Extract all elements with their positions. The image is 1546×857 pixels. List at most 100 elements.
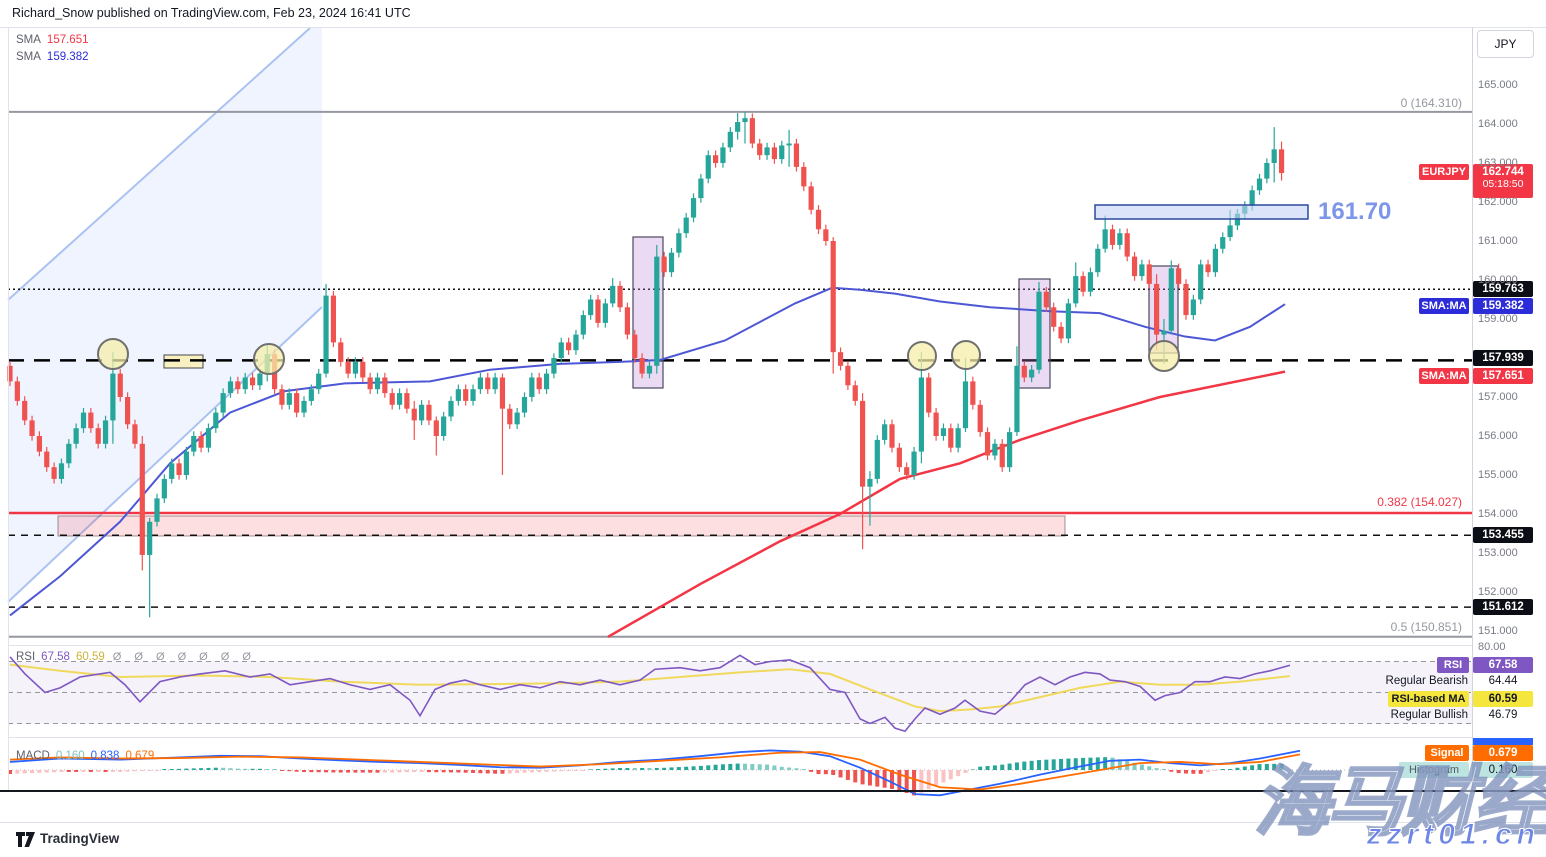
candle-body: [867, 478, 873, 487]
sma-blue-legend[interactable]: SMA 159.382: [16, 51, 89, 63]
tradingview-logo-icon[interactable]: [16, 832, 36, 847]
candle-body: [1124, 233, 1130, 257]
macd-legend[interactable]: MACD 0.160 0.838 0.679: [16, 750, 154, 762]
candle-body: [338, 342, 344, 362]
watermark-chinese: 海马财经: [1253, 759, 1546, 847]
macd-histogram-bar: [904, 770, 909, 794]
macd-legend-name: MACD: [16, 750, 50, 762]
macd-histogram-bar: [1044, 759, 1049, 770]
rsi-hidden-plots: Ø Ø Ø Ø Ø Ø Ø: [112, 651, 256, 663]
candle-body: [507, 408, 513, 425]
macd-histogram-bar: [412, 770, 417, 773]
candle-body: [1278, 149, 1285, 173]
candle-body: [984, 432, 991, 456]
candle-body: [977, 404, 983, 433]
sma-red-legend[interactable]: SMA 157.651: [16, 34, 89, 46]
macd-histogram-bar: [397, 770, 402, 773]
candle-body: [389, 393, 395, 405]
macd-histogram-bar: [618, 768, 623, 770]
candle-body: [624, 307, 630, 335]
highlight-circle-2: [253, 343, 285, 375]
candle-body: [1117, 233, 1123, 245]
price-axis-tick: 159.000: [1478, 313, 1518, 325]
macd-histogram-bar: [713, 764, 718, 770]
candle-body: [558, 342, 564, 358]
candle-body: [1014, 365, 1020, 433]
candle-body: [911, 451, 917, 475]
rsi-ma-badge-value: 60.59: [1473, 691, 1533, 707]
candle-body: [749, 118, 755, 144]
price-axis-tick: 160.000: [1478, 274, 1518, 286]
macd-pane-divider[interactable]: [8, 737, 1472, 738]
candle-body: [374, 377, 381, 390]
macd-histogram-bar: [15, 770, 20, 774]
candle-body: [1102, 229, 1108, 249]
candle-body: [566, 342, 572, 351]
macd-histogram-bar: [794, 768, 799, 770]
macd-histogram-bar: [132, 770, 137, 772]
macd-histogram-bar: [390, 770, 395, 773]
candle-body: [771, 147, 777, 160]
macd-histogram-bar: [1139, 764, 1144, 770]
candle-body: [14, 381, 20, 401]
macd-histogram-bar: [294, 770, 299, 772]
macd-histogram-bar: [1161, 769, 1166, 770]
candle-body: [205, 428, 212, 448]
candle-body: [499, 377, 506, 409]
highlight-circle-4: [951, 340, 981, 370]
candle-body: [588, 299, 594, 316]
candle-body: [1095, 248, 1101, 273]
candle-body: [933, 412, 939, 436]
price-axis-tick: 157.000: [1478, 391, 1518, 403]
macd-histogram-bar: [728, 763, 733, 770]
macd-histogram-bar: [59, 770, 64, 772]
macd-histogram-bar: [867, 770, 872, 786]
macd-histogram-bar: [81, 770, 86, 772]
macd-histogram-bar: [992, 765, 997, 770]
candle-body: [713, 155, 719, 163]
candle-body: [580, 315, 586, 335]
macd-histogram-bar: [1235, 767, 1240, 770]
candle-body: [801, 166, 807, 187]
rsi-pane-divider[interactable]: [8, 645, 1472, 646]
macd-histogram-bar: [66, 770, 71, 772]
macd-histogram-bar: [324, 770, 329, 773]
macd-line-legend-value: 0.838: [90, 750, 120, 762]
macd-histogram-bar: [1103, 757, 1108, 770]
candle-body: [294, 393, 300, 413]
macd-histogram-bar: [103, 770, 108, 772]
macd-histogram-bar: [816, 770, 821, 775]
candle-body: [257, 373, 263, 386]
candle-body: [411, 408, 417, 421]
candle-body: [705, 155, 711, 179]
macd-histogram-bar: [970, 769, 975, 770]
price-axis-tick: 163.000: [1478, 157, 1518, 169]
candle-body: [1043, 291, 1049, 308]
sma-blue-legend-label: SMA: [16, 51, 41, 63]
currency-toggle-button[interactable]: JPY: [1477, 30, 1534, 58]
price-axis-border[interactable]: [1472, 28, 1473, 790]
candle-body: [1264, 163, 1270, 179]
macd-histogram-bar: [404, 770, 409, 773]
macd-histogram-bar: [1014, 762, 1019, 770]
candle-body: [970, 381, 976, 405]
resistance-zone-price-label: 161.70: [1318, 198, 1392, 225]
candle-body: [367, 377, 373, 390]
sma-blue-line: [9, 286, 1286, 617]
macd-histogram-bar: [338, 770, 343, 773]
tradingview-brand-link[interactable]: TradingView: [40, 831, 120, 846]
last-price-badge: 162.744 05:18:50: [1473, 164, 1533, 198]
candle-body: [58, 463, 65, 479]
macd-histogram-bar: [566, 770, 571, 772]
candle-body: [110, 373, 116, 421]
candle-body: [1161, 330, 1167, 335]
rsi-legend[interactable]: RSI 67.58 60.59 Ø Ø Ø Ø Ø Ø Ø: [16, 651, 256, 663]
macd-histogram-bar: [184, 768, 189, 770]
level-badge-159763: 159.763: [1473, 281, 1533, 297]
candle-body: [654, 256, 660, 366]
macd-histogram-bar: [147, 770, 152, 771]
candle-body: [1109, 229, 1116, 245]
candle-body: [602, 303, 608, 323]
regular-bearish-label: Regular Bearish: [1385, 675, 1468, 687]
